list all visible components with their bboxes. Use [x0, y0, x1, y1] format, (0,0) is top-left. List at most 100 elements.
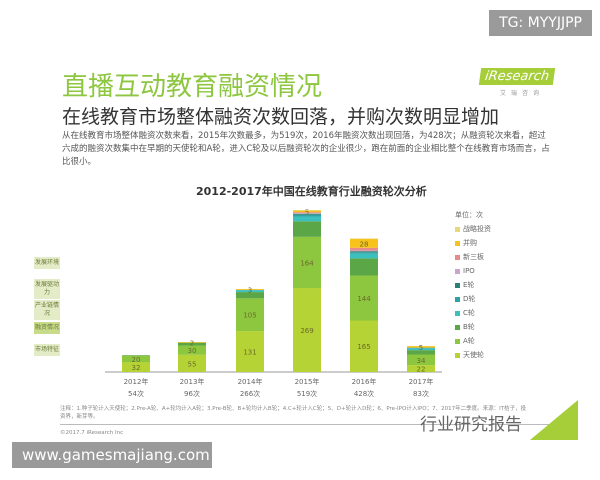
- legend-item: E轮: [455, 278, 491, 292]
- legend-label: 新三板: [463, 253, 484, 261]
- side-nav-item[interactable]: 产业链情况: [34, 300, 60, 320]
- bar-segment: [236, 290, 264, 293]
- bar-segment: [178, 345, 206, 355]
- legend-item: 战略投资: [455, 222, 491, 236]
- data-label: 32: [132, 364, 141, 372]
- x-tick-label: 2015年: [295, 377, 320, 386]
- data-label: 55: [188, 360, 197, 368]
- bar-segment: [122, 355, 150, 356]
- bar-segment: [293, 213, 321, 215]
- legend-swatch: [455, 240, 460, 246]
- legend-swatch: [455, 310, 460, 316]
- legend-label: C轮: [463, 309, 475, 317]
- bar-segment: [178, 342, 206, 343]
- legend-item: A轮: [455, 334, 491, 348]
- description: 从在线教育市场整体融资次数来看，2015年次数最多，为519次，2016年融资次…: [62, 131, 550, 167]
- legend-label: E轮: [463, 281, 475, 289]
- data-label: 5: [419, 344, 423, 352]
- bar-segment: [407, 347, 435, 349]
- data-label: 269: [300, 327, 313, 335]
- x-tick-label: 2016年: [352, 377, 377, 386]
- legend-label: B轮: [463, 323, 475, 331]
- side-nav-item-active[interactable]: 融资情况: [34, 322, 60, 334]
- legend-swatch: [455, 254, 460, 260]
- side-nav-item[interactable]: 市场特征: [34, 344, 60, 356]
- data-label: 131: [243, 349, 256, 357]
- legend-label: 战略投资: [463, 225, 491, 233]
- data-label: 5: [305, 208, 309, 216]
- data-label: 20: [132, 356, 141, 364]
- bar-segment: [178, 354, 206, 372]
- total-label: 428次: [354, 389, 374, 398]
- bar-segment: [350, 253, 378, 259]
- legend-swatch: [455, 268, 460, 274]
- bar-segment: [236, 331, 264, 372]
- x-tick-label: 2012年: [124, 377, 149, 386]
- bar-segment: [350, 250, 378, 252]
- side-nav-item[interactable]: 发展驱动力: [34, 279, 60, 299]
- legend-item: B轮: [455, 320, 491, 334]
- legend-label: A轮: [463, 337, 475, 345]
- bar-segment: [350, 251, 378, 253]
- bar-segment: [350, 239, 378, 248]
- legend-label: 并购: [463, 239, 477, 247]
- bar-segment: [407, 354, 435, 366]
- legend-swatch: [455, 282, 460, 288]
- bar-segment: [293, 210, 321, 213]
- legend-swatch: [455, 226, 460, 232]
- legend-swatch: [455, 338, 460, 344]
- bar-segment: [350, 247, 378, 251]
- bar-segment: [178, 342, 206, 346]
- bar-segment: [293, 213, 321, 214]
- bar-segment: [293, 221, 321, 237]
- bar-segment: [293, 236, 321, 289]
- legend-item: C轮: [455, 306, 491, 320]
- legend-item: D轮: [455, 292, 491, 306]
- divider: [60, 424, 550, 425]
- corner-decoration: [530, 400, 578, 440]
- total-label: 96次: [184, 389, 200, 398]
- data-label: 2: [190, 339, 194, 347]
- data-label: 164: [300, 259, 314, 267]
- x-tick-label: 2017年: [409, 377, 434, 386]
- legend-swatch: [455, 296, 460, 302]
- total-label: 54次: [128, 389, 144, 398]
- side-nav-item[interactable]: 发展环境: [34, 257, 60, 269]
- data-label: 165: [357, 343, 370, 351]
- data-label: 30: [188, 347, 197, 355]
- subtitle: 在线教育市场整体融资次数回落，并购次数明显增加: [62, 106, 500, 128]
- bar-segment: [407, 350, 435, 355]
- bar-segment: [236, 298, 264, 332]
- legend-label: D轮: [463, 295, 476, 303]
- footnote: 注释：1.种子轮计入天使轮；2.Pre-A轮、A+轮均计入A轮；3.Pre-B轮…: [60, 406, 527, 420]
- data-label: 3: [248, 286, 252, 294]
- copyright: ©2017.7 iResearch Inc: [60, 430, 124, 436]
- watermark-bottom: www.gamesmajiang.com: [12, 442, 212, 468]
- unit-label: 单位：次: [455, 211, 483, 219]
- bar-segment: [122, 362, 150, 372]
- bar-segment: [350, 252, 378, 254]
- legend-item: 并购: [455, 236, 491, 250]
- bar-segment: [293, 214, 321, 217]
- watermark-top: TG: MYYJJPP: [489, 10, 592, 36]
- data-label: 105: [243, 312, 256, 320]
- total-label: 266次: [240, 389, 260, 398]
- bar-segment: [293, 210, 321, 211]
- legend-swatch: [455, 324, 460, 330]
- data-label: 144: [357, 295, 371, 303]
- page-title: 直播互动教育融资情况: [62, 72, 323, 102]
- bar-segment: [236, 288, 264, 290]
- bar-segment: [350, 275, 378, 321]
- legend-label: IPO: [463, 267, 475, 275]
- bar-segment: [293, 216, 321, 222]
- x-tick-label: 2014年: [238, 377, 263, 386]
- chart-title: 2012-2017年中国在线教育行业融资轮次分析: [196, 185, 427, 198]
- bar-segment: [407, 348, 435, 351]
- bar-segment: [407, 365, 435, 372]
- data-label: 22: [417, 366, 426, 374]
- data-label: 34: [417, 357, 426, 365]
- legend-swatch: [455, 352, 460, 358]
- bar-segment: [293, 212, 321, 214]
- data-label: 28: [360, 240, 369, 248]
